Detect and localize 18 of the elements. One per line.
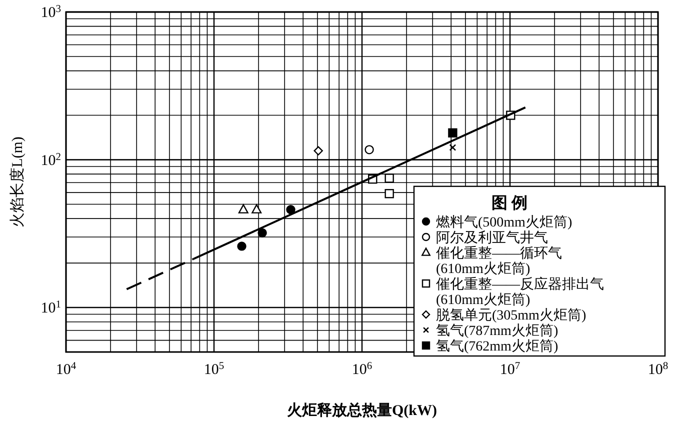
legend-label: 脱氢单元(305mm火炬筒) [436,308,586,324]
legend-label: 催化重整——循环气(610mm火炬筒) [436,246,562,277]
x-tick-label: 10$^{6}$ [352,360,372,378]
x-tick-label: 10$^{5}$ [204,360,224,378]
legend-label: 燃料气(500mm火炬筒) [436,214,572,230]
legend-label: 氢气(762mm火炬筒) [436,338,558,354]
legend-label: 催化重整——反应器排出气(610mm火炬筒) [436,276,604,308]
y-tick-label: 10$^{3}$ [40,4,61,21]
x-tick-label: 10$^{8}$ [648,360,668,378]
y-tick-label: 10$^{2}$ [40,151,61,169]
y-tick-label: 10$^{1}$ [40,299,61,317]
x-tick-label: 10$^{7}$ [500,360,520,378]
legend-label: 阿尔及利亚气井气 [436,230,548,246]
legend-title: 图 例 [492,194,528,212]
legend-label: 氢气(787mm火炬筒) [436,323,558,339]
x-axis-title: 火炬释放总热量Q(kW) [287,402,438,419]
y-axis-title: 火焰长度L(m) [9,136,26,228]
x-tick-label: 10$^{4}$ [56,360,77,378]
